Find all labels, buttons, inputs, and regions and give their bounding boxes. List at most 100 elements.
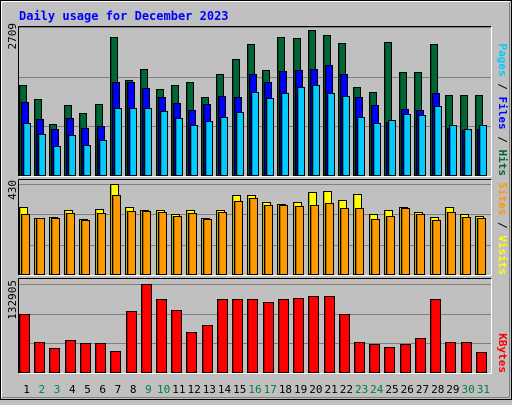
pages-bar bbox=[403, 114, 411, 176]
sites-bar bbox=[234, 201, 243, 275]
kbytes-bar bbox=[95, 343, 106, 373]
pages-bar bbox=[357, 117, 365, 176]
kbytes-bar bbox=[263, 302, 274, 373]
pages-bar bbox=[388, 120, 396, 176]
kbytes-bar bbox=[110, 351, 121, 373]
y-max-label: 430 bbox=[6, 180, 19, 200]
kbytes-bar bbox=[141, 284, 152, 373]
sites-bar bbox=[97, 213, 106, 275]
legend-part: / bbox=[496, 215, 509, 229]
sites-bar bbox=[66, 213, 75, 275]
pages-bar bbox=[190, 125, 198, 176]
kbytes-bar bbox=[186, 332, 197, 373]
pages-bar bbox=[144, 108, 152, 176]
sites-bar bbox=[295, 206, 304, 275]
x-tick-label: 7 bbox=[115, 383, 122, 396]
pages-bar bbox=[479, 125, 487, 176]
kbytes-bar bbox=[65, 340, 76, 373]
sites-bar bbox=[188, 213, 197, 275]
pages-bar bbox=[160, 111, 168, 176]
x-tick-label: 15 bbox=[233, 383, 246, 396]
pages-bar bbox=[114, 108, 122, 176]
x-tick-label: 10 bbox=[157, 383, 170, 396]
pages-bar bbox=[312, 85, 320, 176]
kbytes-bar bbox=[415, 338, 426, 373]
legend-part: Sites bbox=[496, 182, 509, 215]
sites-bar bbox=[447, 212, 456, 275]
panel-legend: Pages / Files / Hits bbox=[496, 44, 509, 177]
pages-bar bbox=[434, 106, 442, 176]
pages-bar bbox=[266, 98, 274, 176]
sites-bar bbox=[477, 218, 486, 275]
x-tick-label: 24 bbox=[370, 383, 384, 396]
pages-bar bbox=[342, 96, 350, 176]
panel-legend: KBytes bbox=[496, 333, 509, 373]
x-tick-label: 6 bbox=[99, 383, 106, 396]
kbytes-bar bbox=[430, 299, 441, 373]
sites-bar bbox=[158, 212, 167, 275]
pages-bar bbox=[53, 146, 61, 176]
kbytes-bar bbox=[308, 296, 319, 373]
pages-bar bbox=[449, 125, 457, 176]
kbytes-bar bbox=[293, 298, 304, 373]
x-tick-label: 20 bbox=[309, 383, 322, 396]
bars bbox=[19, 184, 486, 275]
x-tick-label: 8 bbox=[130, 383, 137, 396]
kbytes-panel: 132905 KBytes bbox=[6, 278, 509, 374]
pages-bar bbox=[68, 135, 76, 176]
legend-part: Pages bbox=[496, 44, 509, 77]
series-kbytes bbox=[19, 284, 487, 373]
kbytes-bar bbox=[49, 348, 60, 373]
kbytes-bar bbox=[476, 352, 487, 373]
kbytes-bar bbox=[461, 342, 472, 373]
sites-bar bbox=[279, 205, 288, 275]
x-tick-label: 19 bbox=[294, 383, 307, 396]
x-tick-label: 18 bbox=[279, 383, 292, 396]
x-tick-label: 13 bbox=[203, 383, 216, 396]
x-tick-label: 26 bbox=[401, 383, 414, 396]
sites-bar bbox=[21, 214, 30, 275]
pages-bar bbox=[418, 115, 426, 176]
pages-bar bbox=[251, 92, 259, 176]
legend-part: Visits bbox=[496, 229, 509, 275]
sites-bar bbox=[249, 198, 258, 275]
sites-bar bbox=[203, 219, 212, 275]
x-tick-label: 22 bbox=[340, 383, 353, 396]
pages-bar bbox=[281, 93, 289, 176]
legend-part: Files bbox=[496, 90, 509, 130]
sites-bar bbox=[310, 205, 319, 275]
sites-bar bbox=[401, 208, 410, 275]
sites-bar bbox=[36, 218, 45, 275]
visits-sites-panel: 430 Sites / Visits bbox=[6, 179, 509, 276]
bars bbox=[19, 284, 487, 373]
series-sites bbox=[21, 195, 486, 275]
x-tick-label: 2 bbox=[39, 383, 46, 396]
x-tick-label: 27 bbox=[416, 383, 429, 396]
series-pages bbox=[23, 85, 487, 176]
x-tick-label: 12 bbox=[187, 383, 200, 396]
sites-bar bbox=[51, 218, 60, 275]
sites-bar bbox=[325, 203, 334, 275]
x-tick-label: 31 bbox=[477, 383, 490, 396]
sites-bar bbox=[127, 211, 136, 275]
panels-layer: 2709 Pages / Files / Hits 430 Sites / Visit… bbox=[6, 23, 509, 374]
sites-bar bbox=[432, 220, 441, 275]
x-tick-label: 5 bbox=[84, 383, 91, 396]
sites-bar bbox=[218, 212, 227, 275]
pages-bar bbox=[464, 129, 472, 176]
x-tick-label: 16 bbox=[248, 383, 261, 396]
pages-bar bbox=[175, 118, 183, 176]
x-tick-label: 9 bbox=[145, 383, 152, 396]
sites-bar bbox=[416, 214, 425, 275]
kbytes-bar bbox=[217, 299, 228, 373]
pages-bar bbox=[99, 140, 107, 176]
pages-bar bbox=[220, 117, 228, 176]
y-max-label: 2709 bbox=[6, 23, 19, 50]
chart-title: Daily usage for December 2023 bbox=[19, 9, 229, 23]
x-tick-label: 1 bbox=[23, 383, 30, 396]
sites-bar bbox=[112, 195, 121, 275]
pages-bar bbox=[297, 87, 305, 176]
kbytes-bar bbox=[34, 342, 45, 373]
sites-bar bbox=[462, 217, 471, 275]
sites-bar bbox=[340, 208, 349, 275]
